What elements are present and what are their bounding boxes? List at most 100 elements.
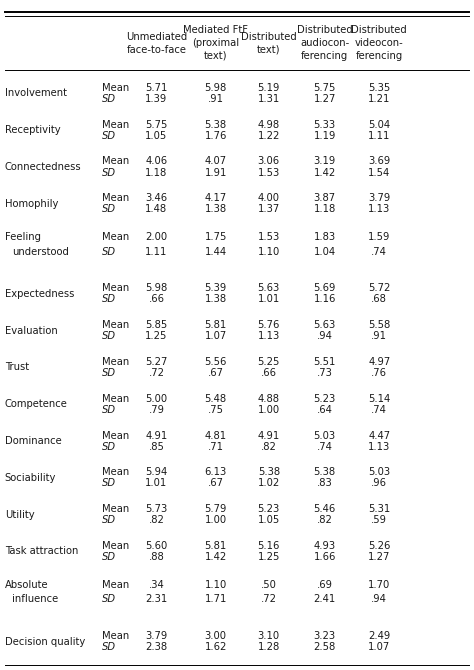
Text: Distributed: Distributed	[351, 25, 407, 36]
Text: 1.66: 1.66	[313, 552, 336, 562]
Text: 1.48: 1.48	[146, 204, 167, 214]
Text: 1.07: 1.07	[368, 642, 390, 652]
Text: Utility: Utility	[5, 510, 34, 520]
Text: 5.03: 5.03	[368, 468, 390, 477]
Text: Mean: Mean	[102, 580, 129, 590]
Text: 5.79: 5.79	[204, 504, 227, 514]
Text: SD: SD	[102, 331, 116, 341]
Text: 1.39: 1.39	[146, 94, 167, 104]
Text: 1.18: 1.18	[146, 168, 167, 178]
Text: 5.39: 5.39	[205, 283, 227, 293]
Text: 1.27: 1.27	[313, 94, 336, 104]
Text: 1.44: 1.44	[205, 247, 227, 257]
Text: 1.13: 1.13	[258, 331, 280, 341]
Text: 1.19: 1.19	[313, 131, 336, 141]
Text: 5.94: 5.94	[146, 468, 167, 477]
Text: 1.31: 1.31	[258, 94, 280, 104]
Text: 4.81: 4.81	[205, 431, 227, 441]
Text: .59: .59	[371, 515, 387, 525]
Text: 5.00: 5.00	[146, 394, 167, 404]
Text: 1.42: 1.42	[205, 552, 227, 562]
Text: .94: .94	[317, 331, 333, 341]
Text: 5.38: 5.38	[258, 468, 280, 477]
Text: 1.28: 1.28	[258, 642, 280, 652]
Text: 1.53: 1.53	[258, 232, 280, 242]
Text: .79: .79	[148, 405, 164, 415]
Text: text): text)	[257, 45, 281, 54]
Text: SD: SD	[102, 368, 116, 378]
Text: 2.38: 2.38	[146, 642, 167, 652]
Text: 5.60: 5.60	[146, 541, 167, 551]
Text: 5.38: 5.38	[314, 468, 336, 477]
Text: Trust: Trust	[5, 362, 29, 373]
Text: .74: .74	[371, 247, 387, 257]
Text: 5.38: 5.38	[205, 120, 227, 130]
Text: SD: SD	[102, 204, 116, 214]
Text: 1.21: 1.21	[368, 94, 391, 104]
Text: 5.16: 5.16	[257, 541, 280, 551]
Text: 1.11: 1.11	[145, 247, 168, 257]
Text: Mean: Mean	[102, 631, 129, 641]
Text: 1.42: 1.42	[314, 168, 336, 178]
Text: 5.98: 5.98	[205, 83, 227, 93]
Text: Dominance: Dominance	[5, 436, 62, 446]
Text: 4.88: 4.88	[258, 394, 280, 404]
Text: 5.25: 5.25	[257, 357, 280, 367]
Text: 4.91: 4.91	[146, 431, 167, 441]
Text: 1.38: 1.38	[205, 294, 227, 304]
Text: .82: .82	[148, 515, 164, 525]
Text: 2.58: 2.58	[314, 642, 336, 652]
Text: 5.35: 5.35	[368, 83, 390, 93]
Text: .75: .75	[208, 405, 224, 415]
Text: 1.62: 1.62	[204, 642, 227, 652]
Text: 5.23: 5.23	[314, 394, 336, 404]
Text: 1.01: 1.01	[146, 478, 167, 488]
Text: 2.31: 2.31	[146, 594, 167, 604]
Text: .69: .69	[317, 580, 333, 590]
Text: 1.71: 1.71	[204, 594, 227, 604]
Text: 1.91: 1.91	[204, 168, 227, 178]
Text: SD: SD	[102, 552, 116, 562]
Text: 1.05: 1.05	[146, 131, 167, 141]
Text: 3.79: 3.79	[146, 631, 167, 641]
Text: 1.59: 1.59	[368, 232, 391, 242]
Text: 5.03: 5.03	[314, 431, 336, 441]
Text: Evaluation: Evaluation	[5, 326, 57, 336]
Text: Mean: Mean	[102, 504, 129, 514]
Text: 3.69: 3.69	[368, 157, 390, 166]
Text: ferencing: ferencing	[356, 51, 403, 61]
Text: 5.69: 5.69	[313, 283, 336, 293]
Text: .67: .67	[208, 478, 224, 488]
Text: SD: SD	[102, 642, 116, 652]
Text: .91: .91	[208, 94, 224, 104]
Text: Mean: Mean	[102, 394, 129, 404]
Text: 3.19: 3.19	[314, 157, 336, 166]
Text: SD: SD	[102, 594, 116, 604]
Text: Mean: Mean	[102, 232, 129, 242]
Text: Sociability: Sociability	[5, 473, 56, 483]
Text: 4.06: 4.06	[146, 157, 167, 166]
Text: .64: .64	[317, 405, 333, 415]
Text: 5.51: 5.51	[313, 357, 336, 367]
Text: .85: .85	[148, 442, 164, 452]
Text: 3.10: 3.10	[258, 631, 280, 641]
Text: SD: SD	[102, 405, 116, 415]
Text: .72: .72	[148, 368, 164, 378]
Text: 1.70: 1.70	[368, 580, 390, 590]
Text: 1.07: 1.07	[205, 331, 227, 341]
Text: 3.06: 3.06	[258, 157, 280, 166]
Text: Involvement: Involvement	[5, 88, 67, 98]
Text: 5.19: 5.19	[257, 83, 280, 93]
Text: 5.27: 5.27	[145, 357, 168, 367]
Text: Mean: Mean	[102, 431, 129, 441]
Text: 1.27: 1.27	[368, 552, 391, 562]
Text: .94: .94	[371, 594, 387, 604]
Text: 1.11: 1.11	[368, 131, 391, 141]
Text: SD: SD	[102, 168, 116, 178]
Text: 1.22: 1.22	[257, 131, 280, 141]
Text: .72: .72	[261, 594, 277, 604]
Text: .82: .82	[261, 442, 277, 452]
Text: 5.04: 5.04	[368, 120, 390, 130]
Text: 4.97: 4.97	[368, 357, 390, 367]
Text: Absolute: Absolute	[5, 580, 48, 590]
